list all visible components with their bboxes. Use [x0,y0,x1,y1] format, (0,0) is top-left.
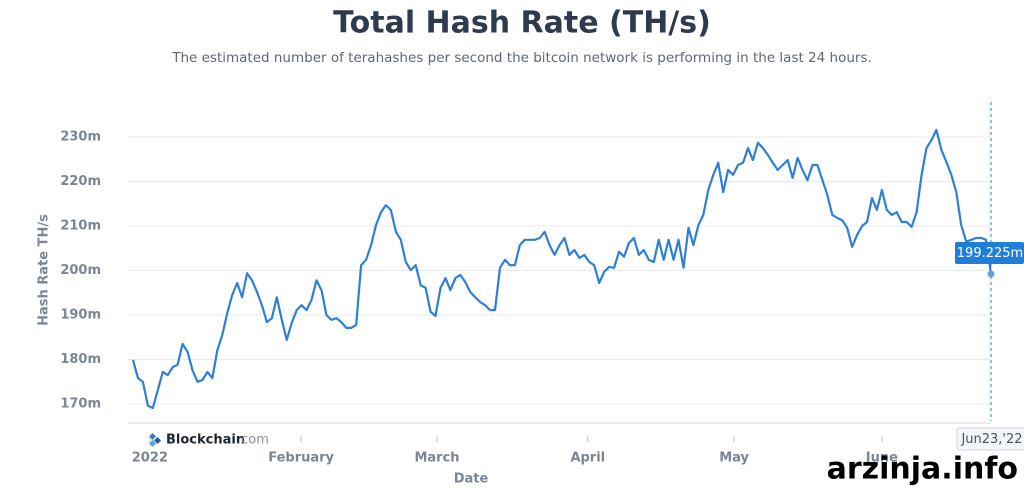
y-tick-label: 220m [60,174,101,189]
tooltip-value-box [955,242,1024,264]
brand-name: Blockchain [166,433,245,448]
y-tick-label: 180m [60,352,101,367]
tooltip-date-box [956,427,1024,451]
y-tick-label: 170m [60,397,101,412]
chart-subtitle: The estimated number of terahashes per s… [171,50,872,66]
chart-title: Total Hash Rate (TH/s) [333,6,711,41]
x-tick-label: June [865,451,898,466]
x-axis-label: Date [454,472,489,487]
y-tick-label: 190m [60,308,101,323]
x-tick-label: 2022 [132,451,168,466]
x-tick-label: April [570,451,605,466]
y-tick-label: 210m [60,219,101,234]
x-tick-label: March [414,451,459,466]
brand-logo: Blockchain .com [148,433,269,448]
watermark: arzinja.info [827,452,1018,487]
tooltip-point [987,270,995,278]
y-tick-label: 230m [60,130,101,145]
tooltip-value: 199.225m [957,246,1023,261]
tooltip-date: Jun23,'22 [960,432,1022,447]
y-axis-label: Hash Rate TH/s [37,214,52,326]
x-tick-label: February [268,451,334,466]
x-tick-label: May [719,451,749,466]
y-tick-label: 200m [60,263,101,278]
brand-suffix: .com [237,433,269,448]
data-line [131,128,993,410]
